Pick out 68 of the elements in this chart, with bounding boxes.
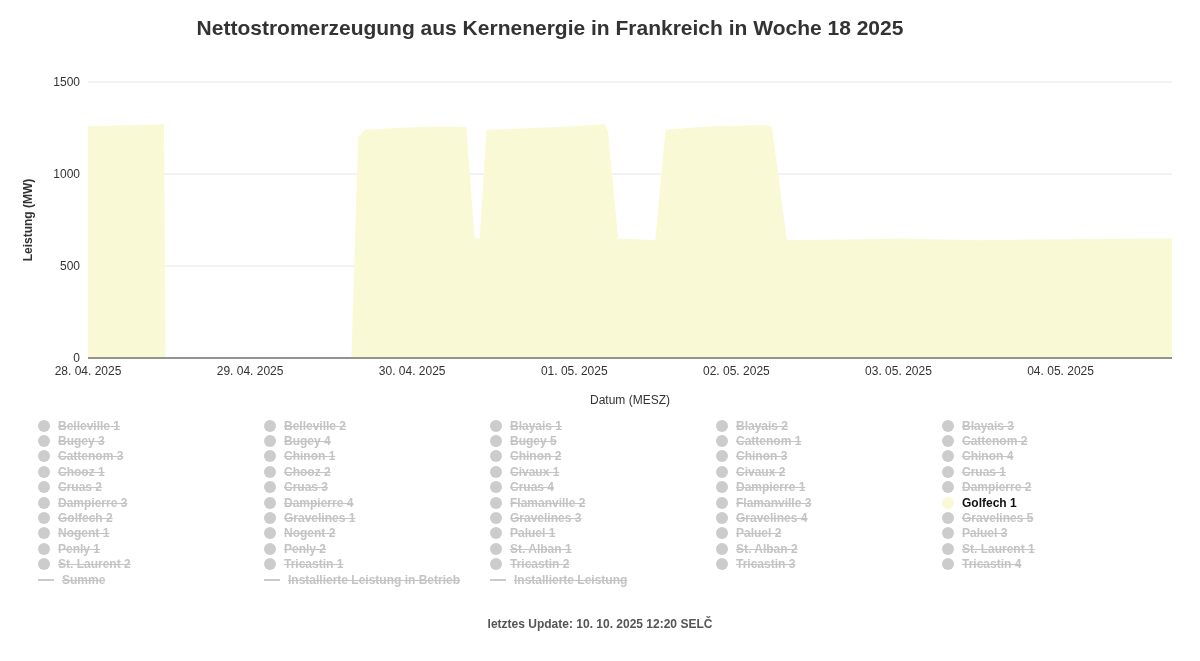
legend-label: Belleville 1 <box>58 418 121 433</box>
legend-label: Bugey 3 <box>58 434 105 449</box>
x-axis-title: Datum (MESZ) <box>589 393 671 407</box>
y-axis-title: Leistung (MW) <box>21 178 36 262</box>
y-tick-label: 1000 <box>53 167 81 182</box>
legend-label: Civaux 2 <box>736 464 786 479</box>
x-tick-label: 29. 04. 2025 <box>216 363 284 378</box>
legend-label: Cattenom 2 <box>962 434 1028 449</box>
legend-label: Gravelines 1 <box>284 511 356 526</box>
legend-label: Belleville 2 <box>284 418 347 433</box>
legend-label: St. Laurent 2 <box>58 557 131 572</box>
legend-label: Chooz 2 <box>284 464 331 479</box>
x-tick-label: 04. 05. 2025 <box>1027 363 1095 378</box>
legend-label: St. Alban 1 <box>510 541 572 556</box>
x-tick-label: 02. 05. 2025 <box>703 363 771 378</box>
legend-label: Tricastin 3 <box>736 557 796 572</box>
legend-label: Installierte Leistung <box>514 572 628 587</box>
legend-label: Paluel 3 <box>962 526 1008 541</box>
legend-label: Cruas 4 <box>510 480 555 495</box>
x-tick-label: 01. 05. 2025 <box>540 363 608 378</box>
legend-label: Gravelines 3 <box>510 511 582 526</box>
legend-label: Cattenom 3 <box>58 449 124 464</box>
legend-label: Blayais 2 <box>736 418 789 433</box>
legend-label: Dampierre 1 <box>736 480 806 495</box>
legend-label: Chinon 1 <box>284 449 336 464</box>
legend-label: Gravelines 4 <box>736 511 808 526</box>
legend-label: Flamanville 3 <box>736 495 812 510</box>
x-tick-label: 30. 04. 2025 <box>378 363 446 378</box>
legend-label: Gravelines 5 <box>962 511 1034 526</box>
y-tick-label: 1500 <box>53 75 81 90</box>
legend-label: Bugey 5 <box>510 434 557 449</box>
legend-label: Cattenom 1 <box>736 434 802 449</box>
legend-label: Paluel 2 <box>736 526 782 541</box>
legend-label: Chinon 4 <box>962 449 1014 464</box>
legend-label: Blayais 3 <box>962 418 1015 433</box>
legend-label: Penly 2 <box>284 541 327 556</box>
legend-label: Chinon 2 <box>510 449 562 464</box>
legend-label: Bugey 4 <box>284 434 331 449</box>
legend-label: Tricastin 2 <box>510 557 570 572</box>
legend-label: Dampierre 3 <box>58 495 128 510</box>
legend-label: Dampierre 2 <box>962 480 1032 495</box>
legend-label: Tricastin 4 <box>962 557 1022 572</box>
x-tick-label: 28. 04. 2025 <box>54 363 122 378</box>
legend-label: Dampierre 4 <box>284 495 354 510</box>
legend-label: Golfech 1 <box>962 495 1017 510</box>
legend-label: Nogent 1 <box>58 526 110 541</box>
legend-label: Installierte Leistung in Betrieb <box>288 572 461 587</box>
legend-label: Flamanville 2 <box>510 495 586 510</box>
legend-label: Nogent 2 <box>284 526 336 541</box>
legend-label: St. Alban 2 <box>736 541 798 556</box>
legend-label: Penly 1 <box>58 541 101 556</box>
y-tick-label: 0 <box>73 351 81 366</box>
legend-label: Chinon 3 <box>736 449 788 464</box>
x-tick-label: 03. 05. 2025 <box>865 363 933 378</box>
legend-label: Blayais 1 <box>510 418 563 433</box>
legend-label: Paluel 1 <box>510 526 556 541</box>
text: letztes Update: 10. 10. 2025 12:20 SELČ <box>486 617 714 632</box>
legend-label: Cruas 1 <box>962 464 1007 479</box>
legend-label: Cruas 3 <box>284 480 329 495</box>
y-tick-label: 500 <box>59 259 81 274</box>
legend-label: Summe <box>62 572 106 587</box>
legend-label: St. Laurent 1 <box>962 541 1035 556</box>
legend-label: Civaux 1 <box>510 464 560 479</box>
legend-label: Cruas 2 <box>58 480 103 495</box>
legend-label: Golfech 2 <box>58 511 113 526</box>
legend-label: Chooz 1 <box>58 464 105 479</box>
chart-title: Nettostromerzeugung aus Kernenergie in Frankreich in Woche 18 2025 <box>195 15 905 41</box>
legend-label: Tricastin 1 <box>284 557 344 572</box>
